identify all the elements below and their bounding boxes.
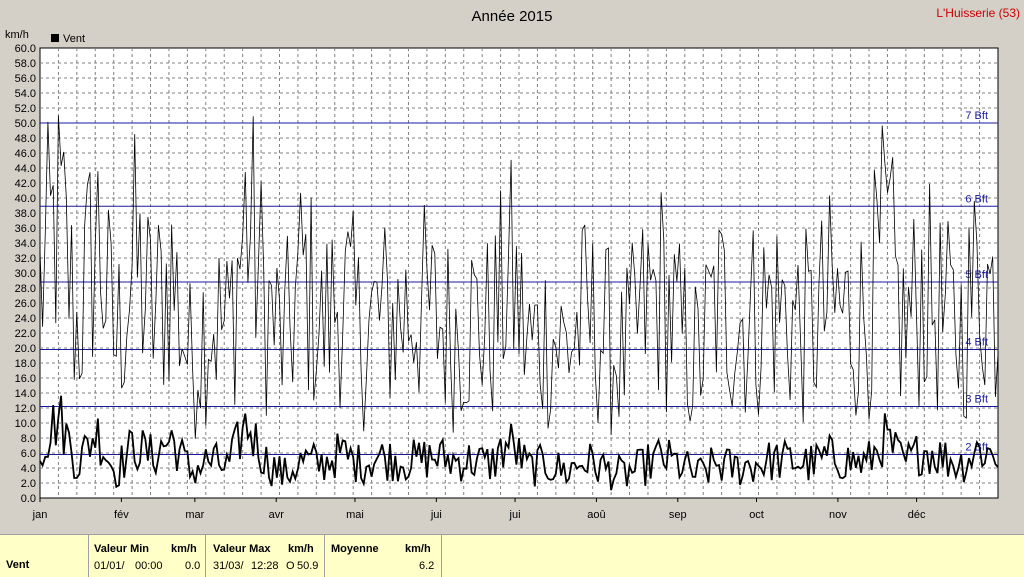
y-tick-label: 0.0: [21, 493, 36, 505]
x-tick-label: jui: [509, 509, 521, 521]
stats-avg-header: Moyenne: [331, 543, 379, 555]
y-tick-label: 48.0: [15, 133, 36, 145]
series-gust: [39, 115, 999, 439]
y-tick-label: 2.0: [21, 478, 36, 490]
y-tick-label: 52.0: [15, 103, 36, 115]
stats-max: Valeur Max km/h 31/03/ 12:28 O 50.9: [205, 535, 324, 577]
x-tick-label: oct: [749, 509, 764, 521]
series-line-vent: [39, 395, 999, 491]
beaufort-label: 2 Bft: [965, 442, 988, 454]
stats-max-unit: km/h: [288, 543, 314, 555]
x-tick-label: sep: [669, 509, 687, 521]
stats-max-date: 31/03/: [213, 560, 244, 572]
beaufort-label: 4 Bft: [965, 337, 988, 349]
y-tick-label: 28.0: [15, 283, 36, 295]
chart-title: Année 2015: [472, 8, 553, 25]
stats-min-value: 0.0: [185, 560, 201, 572]
y-tick-label: 12.0: [15, 403, 36, 415]
beaufort-label: 6 Bft: [965, 193, 988, 205]
stats-max-header: Valeur Max: [213, 543, 271, 555]
wind-chart: 2 Bft 3 Bft 4 Bft 5 Bft 6 Bft 7 Bft 0.0 2.0 4.0…: [5, 6, 1020, 521]
x-tick-label: nov: [829, 509, 847, 521]
x-tick-label: fév: [114, 509, 129, 521]
x-tick-label: avr: [269, 509, 285, 521]
y-tick-label: 6.0: [21, 448, 36, 460]
stats-avg-unit: km/h: [405, 543, 431, 555]
y-tick-label: 44.0: [15, 163, 36, 175]
y-tick-label: 4.0: [21, 463, 36, 475]
y-tick-label: 46.0: [15, 148, 36, 160]
beaufort-label: 3 Bft: [965, 394, 988, 406]
y-tick-label: 14.0: [15, 388, 36, 400]
y-tick-label: 24.0: [15, 313, 36, 325]
series-line-gust: [39, 115, 999, 439]
y-tick-label: 30.0: [15, 268, 36, 280]
stats-max-value: 50.9: [297, 560, 319, 572]
x-axis-ticks: jan fév mar avr mai jui jui aoû sep oct nov déc: [32, 498, 926, 521]
y-tick-label: 60.0: [15, 43, 36, 55]
y-tick-label: 26.0: [15, 298, 36, 310]
stats-panel: Vent Valeur Min km/h 01/01/ 00:00 0.0 Va…: [0, 534, 1024, 577]
y-tick-label: 58.0: [15, 58, 36, 70]
location-label: L'Huisserie (53): [936, 6, 1020, 20]
y-tick-label: 10.0: [15, 418, 36, 430]
y-tick-label: 38.0: [15, 208, 36, 220]
y-axis-unit: km/h: [5, 29, 29, 41]
y-tick-label: 22.0: [15, 328, 36, 340]
stats-row-label: Vent: [6, 559, 30, 571]
y-tick-label: 50.0: [15, 118, 36, 130]
y-axis-ticks: 0.0 2.0 4.0 6.0 8.0 10.0 12.0 14.0 16.0 18.0 20.0 2…: [15, 43, 36, 505]
x-tick-label: mai: [346, 509, 364, 521]
stats-min-unit: km/h: [171, 543, 197, 555]
chart-area: 2 Bft 3 Bft 4 Bft 5 Bft 6 Bft 7 Bft 0.0 2.0 4.0…: [5, 6, 1020, 521]
stats-max-dir: O: [286, 560, 295, 572]
x-tick-label: déc: [908, 509, 926, 521]
y-tick-label: 8.0: [21, 433, 36, 445]
y-tick-label: 16.0: [15, 373, 36, 385]
x-tick-label: jui: [430, 509, 442, 521]
y-tick-label: 54.0: [15, 88, 36, 100]
x-tick-label: mar: [185, 509, 204, 521]
y-tick-label: 18.0: [15, 358, 36, 370]
y-tick-label: 40.0: [15, 193, 36, 205]
beaufort-label: 7 Bft: [965, 110, 988, 122]
stats-empty: [441, 535, 1024, 577]
stats-min: Valeur Min km/h 01/01/ 00:00 0.0: [88, 535, 205, 577]
stats-min-date: 01/01/: [94, 560, 125, 572]
beaufort-label: 5 Bft: [965, 269, 988, 281]
legend-label: Vent: [63, 33, 85, 45]
stats-avg-value: 6.2: [419, 560, 435, 572]
y-tick-label: 56.0: [15, 73, 36, 85]
y-tick-label: 42.0: [15, 178, 36, 190]
stats-min-header: Valeur Min: [94, 543, 150, 555]
x-tick-label: jan: [32, 509, 48, 521]
legend-swatch: [51, 34, 59, 42]
y-tick-label: 20.0: [15, 343, 36, 355]
x-tick-label: aoû: [587, 509, 605, 521]
y-tick-label: 34.0: [15, 238, 36, 250]
series-vent: [39, 395, 999, 491]
y-tick-label: 32.0: [15, 253, 36, 265]
stats-avg: Moyenne km/h 6.2: [324, 535, 441, 577]
y-tick-label: 36.0: [15, 223, 36, 235]
stats-max-time: 12:28: [251, 560, 279, 572]
stats-min-time: 00:00: [135, 560, 163, 572]
